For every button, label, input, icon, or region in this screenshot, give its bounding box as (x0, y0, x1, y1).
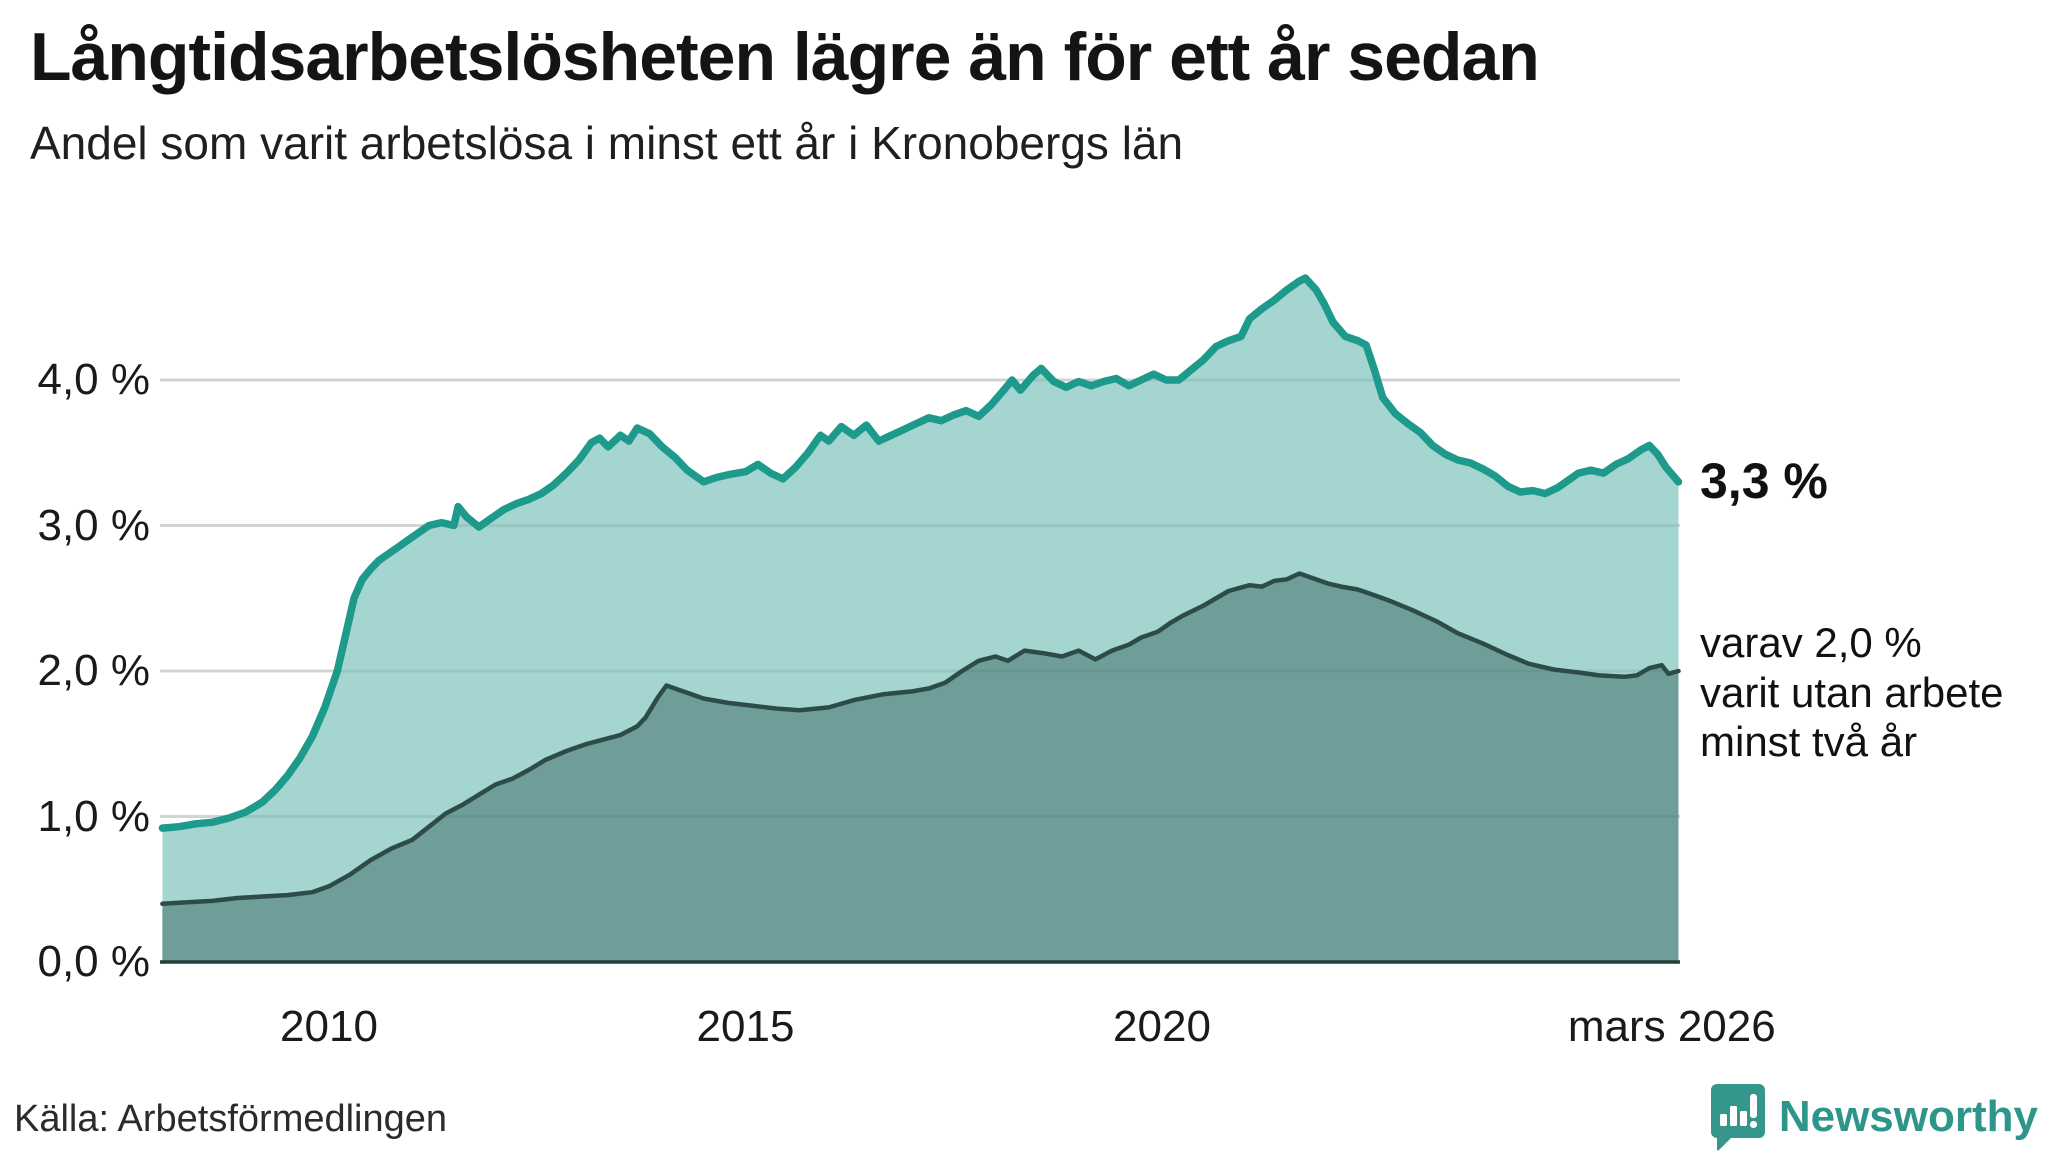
newsworthy-brand: Newsworthy (1709, 1082, 2038, 1152)
x-tick-label: mars 2026 (1567, 1002, 1776, 1051)
area-two-years (162, 573, 1679, 962)
y-tick-label: 4,0 % (37, 355, 150, 404)
two-year-note-line: varav 2,0 % (1700, 619, 1922, 666)
logo-bubble (1710, 1084, 1765, 1151)
page-subtitle: Andel som varit arbetslösa i minst ett å… (30, 117, 1184, 169)
logo-bar-icon (1719, 1114, 1727, 1126)
line-one-year (158, 274, 1683, 832)
source-credit: Källa: Arbetsförmedlingen (14, 1098, 448, 1140)
newsworthy-logo-icon (1710, 1084, 1765, 1151)
page-title: Långtidsarbetslösheten lägre än för ett … (30, 19, 1540, 95)
y-tick-label: 2,0 % (37, 646, 150, 695)
x-tick-label: 2010 (280, 1002, 378, 1051)
logo-bar-icon (1739, 1111, 1747, 1126)
logo-bar-icon (1729, 1106, 1737, 1126)
logo-exclamation-dot-icon (1749, 1120, 1757, 1129)
y-tick-label: 1,0 % (37, 791, 150, 841)
y-tick-label: 0,0 % (37, 937, 150, 986)
two-year-note-line: minst två år (1700, 718, 1918, 766)
two-year-note: varav 2,0 % varit utan arbete minst två … (1700, 618, 2004, 767)
logo-exclamation-icon (1749, 1094, 1757, 1118)
x-tick-label: 2015 (696, 1002, 795, 1051)
x-tick-label: 2020 (1113, 1002, 1211, 1051)
line-two-years (160, 571, 1681, 907)
newsworthy-wordmark: Newsworthy (1778, 1092, 2038, 1141)
two-year-note-line: varit utan arbete (1700, 668, 2004, 716)
latest-value-label: 3,3 % (1700, 453, 1828, 509)
y-tick-label: 3,0 % (37, 500, 150, 550)
